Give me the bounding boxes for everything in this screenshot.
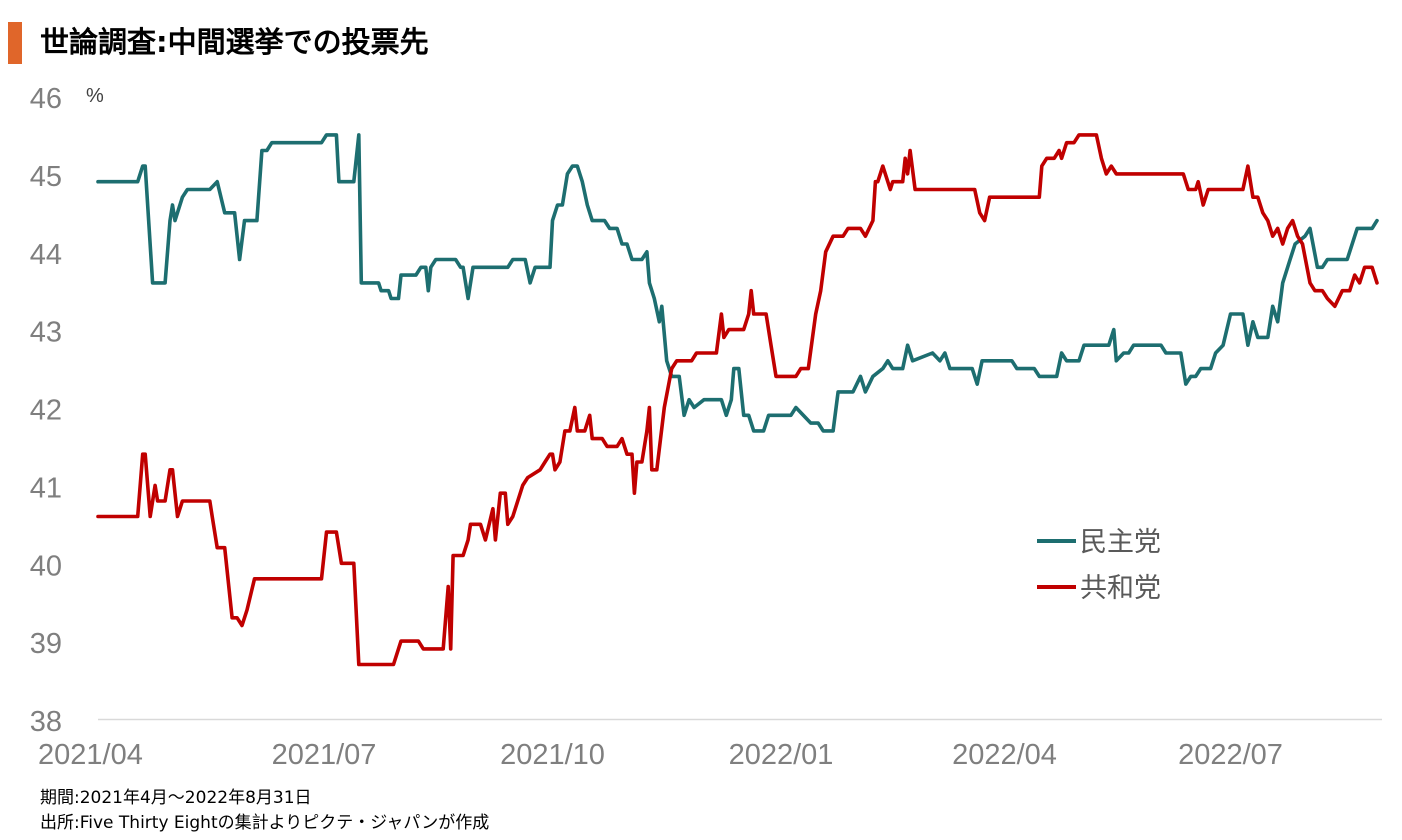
x-tick-label: 2022/07: [1178, 739, 1283, 771]
y-tick-label: 46: [30, 83, 62, 115]
x-tick-label: 2021/10: [500, 739, 605, 771]
legend-label: 民主党: [1080, 527, 1161, 558]
y-tick-label: 38: [30, 706, 62, 738]
title-accent-bar: [8, 22, 22, 64]
legend-label: 共和党: [1080, 573, 1161, 604]
y-tick-label: 39: [30, 628, 62, 660]
chart-notes: 期間:2021年4月～2022年8月31日 出所:Five Thirty Eig…: [40, 786, 489, 836]
series-line-republican: [96, 133, 1379, 667]
x-tick-label: 2021/04: [38, 739, 143, 771]
x-tick-label: 2021/07: [272, 739, 377, 771]
source-note: 出所:Five Thirty Eightの集計よりピクテ・ジャパンが作成: [40, 813, 490, 833]
chart-title: 世論調査:中間選挙での投票先: [40, 25, 429, 59]
y-tick-label: 40: [30, 550, 62, 582]
y-tick-label: 43: [30, 317, 62, 349]
y-tick-label: 41: [30, 472, 62, 504]
period-note: 期間:2021年4月～2022年8月31日: [40, 788, 312, 808]
y-tick-label: 42: [30, 395, 62, 427]
x-tick-label: 2022/04: [952, 739, 1057, 771]
y-tick-label: 44: [30, 239, 62, 271]
x-tick-label: 2022/01: [729, 739, 834, 771]
series-line-democratic: [96, 133, 1379, 433]
y-unit-label: %: [86, 85, 104, 107]
y-tick-label: 45: [30, 161, 62, 193]
